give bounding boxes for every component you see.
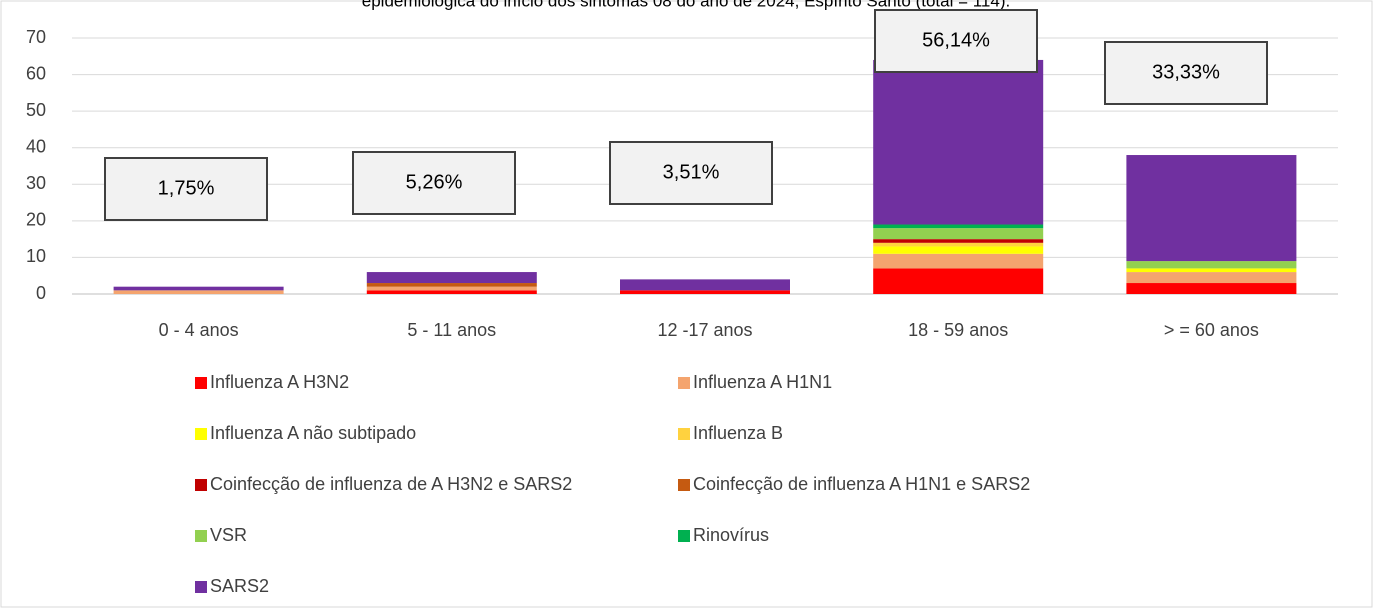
legend-label: Influenza A H3N2	[210, 372, 349, 392]
legend-swatch	[678, 377, 690, 389]
bar-segment	[873, 268, 1044, 294]
bar-segment	[1126, 261, 1297, 269]
chart-title: epidemiológica do início dos sintomas 08…	[362, 0, 1010, 10]
bar-segment	[113, 286, 284, 291]
bar-segment	[620, 279, 790, 291]
bar-segment	[366, 290, 537, 294]
y-tick-label: 60	[26, 63, 46, 83]
bar-segment	[1126, 268, 1297, 273]
annotation: 56,14%	[922, 29, 990, 51]
annotation-box	[1104, 41, 1268, 105]
bar-segment	[873, 239, 1044, 243]
bar-segment	[873, 246, 1044, 254]
x-tick-label: 18 - 59 anos	[908, 320, 1008, 340]
bar-segment	[873, 59, 1044, 225]
legend-swatch	[678, 428, 690, 440]
legend-label: Influenza A não subtipado	[210, 423, 416, 443]
bar-segment	[873, 228, 1044, 240]
bar-segment	[113, 290, 284, 294]
annotation-box	[609, 141, 773, 205]
bar-segment	[873, 253, 1044, 269]
legend-label: Coinfecção de influenza de A H3N2 e SARS…	[210, 474, 572, 494]
legend-label: SARS2	[210, 576, 269, 596]
annotation-box	[874, 9, 1038, 73]
bar-segment	[873, 224, 1044, 229]
legend-label: Coinfecção de influenza A H1N1 e SARS2	[693, 474, 1030, 494]
x-tick-label: 5 - 11 anos	[407, 320, 496, 340]
legend-swatch	[195, 377, 207, 389]
legend-swatch	[195, 428, 207, 440]
y-tick-label: 40	[26, 136, 46, 156]
bar-segment	[873, 242, 1044, 247]
bar-segment	[366, 283, 537, 287]
legend-label: VSR	[210, 525, 247, 545]
x-tick-label: > = 60 anos	[1164, 320, 1259, 340]
bar-segment	[366, 286, 537, 291]
y-tick-label: 0	[36, 283, 46, 303]
legend-label: Influenza B	[693, 423, 783, 443]
legend-swatch	[195, 479, 207, 491]
annotation-box	[352, 151, 516, 215]
x-tick-label: 12 -17 anos	[657, 320, 752, 340]
y-tick-label: 20	[26, 210, 46, 230]
legend-label: Rinovírus	[693, 525, 769, 545]
annotation: 33,33%	[1152, 61, 1220, 83]
y-tick-label: 30	[26, 173, 46, 193]
x-tick-label: 0 - 4 anos	[159, 320, 239, 340]
y-tick-label: 50	[26, 100, 46, 120]
y-tick-label: 10	[26, 246, 46, 266]
legend-swatch	[195, 581, 207, 593]
annotation: 1,75%	[158, 177, 215, 199]
bar-segment	[366, 272, 537, 284]
legend-label: Influenza A H1N1	[693, 372, 832, 392]
bar-segment	[620, 290, 790, 294]
bar-segment	[1126, 283, 1297, 294]
bar-segment	[1126, 272, 1297, 284]
legend-swatch	[678, 479, 690, 491]
annotation-box	[104, 157, 268, 221]
y-tick-label: 70	[26, 27, 46, 47]
annotation: 3,51%	[663, 161, 720, 183]
bar-segment	[1126, 155, 1297, 262]
annotation: 5,26%	[406, 171, 463, 193]
legend-swatch	[195, 530, 207, 542]
legend-swatch	[678, 530, 690, 542]
